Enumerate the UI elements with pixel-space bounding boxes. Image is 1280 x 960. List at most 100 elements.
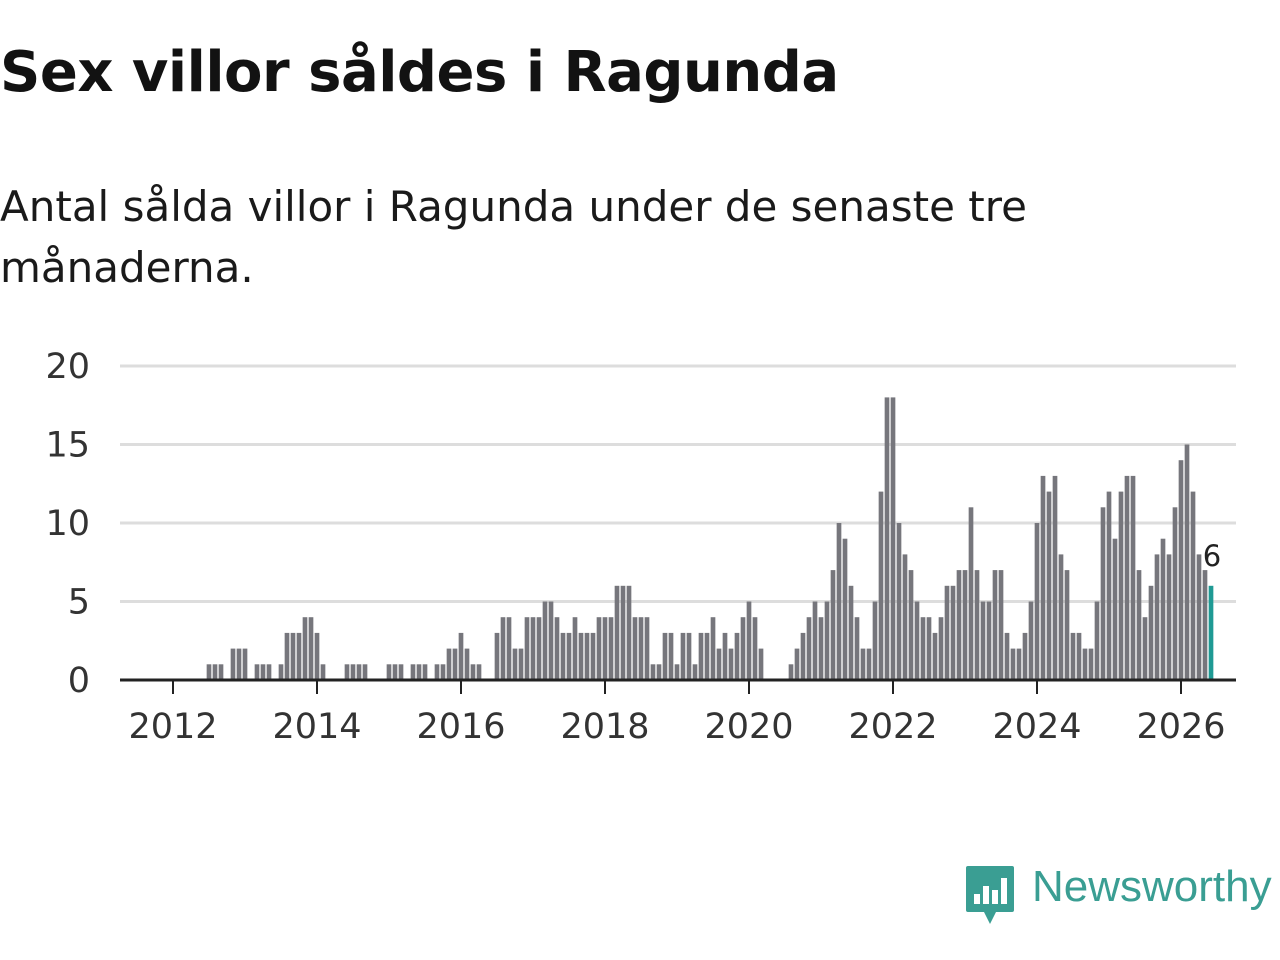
bar <box>854 617 860 680</box>
bar <box>986 601 992 680</box>
bar <box>638 617 644 680</box>
bar <box>1088 648 1094 680</box>
highlight-value-label: 6 <box>1203 539 1221 573</box>
bar <box>1154 554 1160 680</box>
x-tick-label: 2018 <box>560 707 649 747</box>
x-tick-label: 2024 <box>992 707 1081 747</box>
bar <box>1022 632 1028 680</box>
bar <box>1178 460 1184 680</box>
bar <box>422 664 428 680</box>
bar <box>218 664 224 680</box>
bar <box>818 617 824 680</box>
bar <box>1076 632 1082 680</box>
x-tick-label: 2022 <box>848 707 937 747</box>
x-tick-label: 2020 <box>704 707 793 747</box>
bar <box>458 632 464 680</box>
bar <box>830 570 836 680</box>
bar <box>1148 585 1154 680</box>
bar <box>896 523 902 680</box>
bar <box>884 397 890 680</box>
bar <box>932 632 938 680</box>
bar <box>566 632 572 680</box>
bar <box>236 648 242 680</box>
bar <box>800 632 806 680</box>
bar <box>836 523 842 680</box>
bar <box>1160 538 1166 680</box>
bar <box>602 617 608 680</box>
bar <box>1118 491 1124 680</box>
bar <box>686 632 692 680</box>
bars <box>206 397 1214 680</box>
bar <box>1124 475 1130 680</box>
x-tick-label: 2012 <box>128 707 217 747</box>
bar <box>728 648 734 680</box>
bar <box>344 664 350 680</box>
bar <box>674 664 680 680</box>
grid-lines <box>120 364 1236 603</box>
bar <box>1058 554 1064 680</box>
bar <box>596 617 602 680</box>
bar <box>446 648 452 680</box>
bar <box>476 664 482 680</box>
bar <box>1190 491 1196 680</box>
bar <box>398 664 404 680</box>
bar <box>908 570 914 680</box>
bar <box>740 617 746 680</box>
bar <box>698 632 704 680</box>
bar <box>746 601 752 680</box>
bar <box>704 632 710 680</box>
bar <box>788 664 794 680</box>
bar <box>824 601 830 680</box>
bar <box>944 585 950 680</box>
bar <box>1010 648 1016 680</box>
bar <box>1082 648 1088 680</box>
bar <box>542 601 548 680</box>
bar <box>500 617 506 680</box>
bar <box>362 664 368 680</box>
bar <box>872 601 878 680</box>
bar <box>1166 554 1172 680</box>
newsworthy-logo-text: Newsworthy <box>1032 862 1272 911</box>
bar <box>668 632 674 680</box>
x-axis <box>120 678 1236 694</box>
bar <box>650 664 656 680</box>
bar <box>980 601 986 680</box>
bar <box>1094 601 1100 680</box>
bar <box>1070 632 1076 680</box>
bar <box>530 617 536 680</box>
bar <box>1052 475 1058 680</box>
bar <box>350 664 356 680</box>
bar-highlight <box>1208 585 1214 680</box>
x-axis-labels: 2012 2014 2016 2018 2020 2022 2024 2026 <box>128 707 1225 747</box>
bar <box>416 664 422 680</box>
bar <box>956 570 962 680</box>
bar <box>266 664 272 680</box>
bar <box>1034 523 1040 680</box>
bar <box>806 617 812 680</box>
bar <box>938 617 944 680</box>
bar <box>1016 648 1022 680</box>
bar <box>680 632 686 680</box>
bar <box>692 664 698 680</box>
bar <box>842 538 848 680</box>
bar <box>1004 632 1010 680</box>
x-tick-label: 2014 <box>272 707 361 747</box>
bar <box>560 632 566 680</box>
bar <box>410 664 416 680</box>
y-tick-label: 10 <box>45 504 90 544</box>
bar <box>722 632 728 680</box>
bar-chart: 0 5 10 15 20 2012 2014 2016 2018 2020 2022 2024 202… <box>45 347 1236 747</box>
bar <box>1064 570 1070 680</box>
bar <box>632 617 638 680</box>
bar <box>1142 617 1148 680</box>
bar <box>284 632 290 680</box>
y-tick-label: 5 <box>68 583 90 623</box>
bar <box>434 664 440 680</box>
bar <box>860 648 866 680</box>
bar <box>1130 475 1136 680</box>
bar <box>962 570 968 680</box>
bar <box>902 554 908 680</box>
bar <box>608 617 614 680</box>
bar <box>584 632 590 680</box>
bar <box>506 617 512 680</box>
